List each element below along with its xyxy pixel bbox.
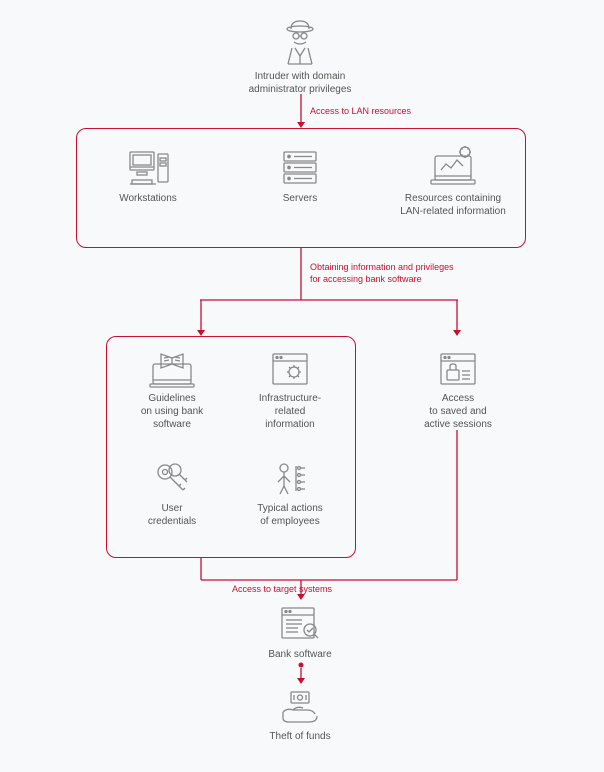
- guidelines-icon: [122, 350, 222, 388]
- node-intruder: Intruder with domain administrator privi…: [240, 18, 360, 96]
- servers-icon: [250, 148, 350, 188]
- access-sessions-label: Access to saved and active sessions: [408, 392, 508, 431]
- node-theft: Theft of funds: [250, 688, 350, 743]
- theft-icon: [250, 688, 350, 726]
- node-bank-software: Bank software: [250, 604, 350, 661]
- infra-label: Infrastructure- related information: [240, 392, 340, 431]
- node-guidelines: Guidelines on using bank software: [122, 350, 222, 431]
- node-user-creds: User credentials: [122, 460, 222, 528]
- node-workstations: Workstations: [98, 148, 198, 205]
- node-access-sessions: Access to saved and active sessions: [408, 350, 508, 431]
- edge-label-target-systems: Access to target systems: [232, 584, 332, 596]
- node-servers: Servers: [250, 148, 350, 205]
- connector-to-theft: [300, 662, 302, 686]
- keys-icon: [122, 460, 222, 498]
- resources-icon: [388, 144, 518, 188]
- typical-actions-label: Typical actions of employees: [240, 502, 340, 528]
- bank-software-label: Bank software: [250, 648, 350, 661]
- intruder-icon: [240, 18, 360, 66]
- edge-label-obtaining-info: Obtaining information and privileges for…: [310, 262, 454, 285]
- servers-label: Servers: [250, 192, 350, 205]
- node-typical-actions: Typical actions of employees: [240, 460, 340, 528]
- infra-icon: [240, 350, 340, 388]
- connector-lan-to-split: [300, 248, 302, 300]
- connector-split: [200, 300, 460, 340]
- resources-label: Resources containing LAN-related informa…: [388, 192, 518, 218]
- intruder-label: Intruder with domain administrator privi…: [240, 70, 360, 96]
- bank-software-icon: [250, 604, 350, 644]
- node-infra: Infrastructure- related information: [240, 350, 340, 431]
- edge-label-lan-access: Access to LAN resources: [310, 106, 411, 118]
- workstations-label: Workstations: [98, 192, 198, 205]
- employee-icon: [240, 460, 340, 498]
- guidelines-label: Guidelines on using bank software: [122, 392, 222, 431]
- connector-intruder-to-lan: [300, 94, 302, 128]
- theft-label: Theft of funds: [250, 730, 350, 743]
- user-creds-label: User credentials: [122, 502, 222, 528]
- access-sessions-icon: [408, 350, 508, 388]
- workstation-icon: [98, 148, 198, 188]
- node-resources: Resources containing LAN-related informa…: [388, 144, 518, 218]
